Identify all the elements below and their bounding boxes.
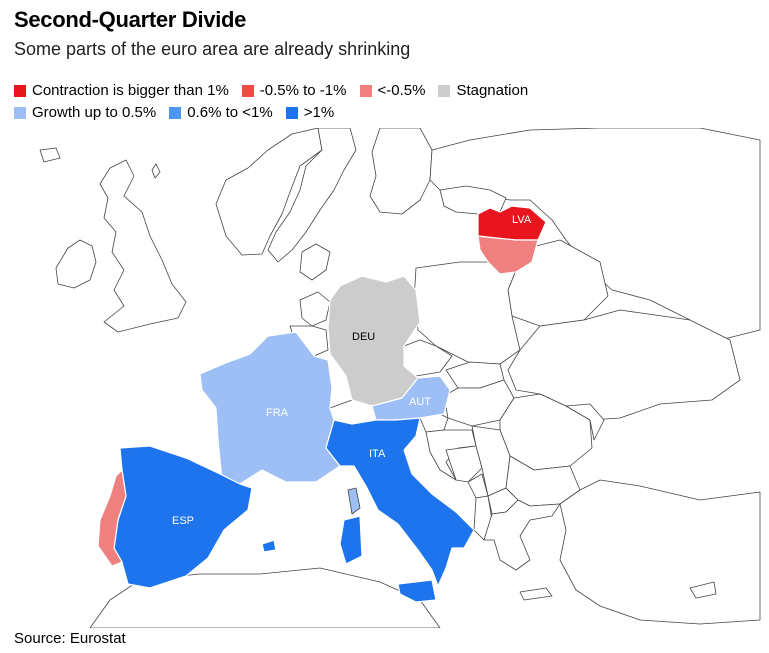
country-moldova xyxy=(565,403,605,441)
label-fra: FRA xyxy=(266,407,289,419)
legend-item-growth-0-6-to-1: 0.6% to <1% xyxy=(169,104,273,121)
legend-row-1: Contraction is bigger than 1% -0.5% to -… xyxy=(14,82,541,99)
label-aut: AUT xyxy=(409,396,431,408)
country-italy xyxy=(325,417,475,587)
island-mallorca xyxy=(261,539,277,553)
legend-swatch xyxy=(285,106,298,119)
label-lva: LVA xyxy=(512,214,532,226)
country-sweden xyxy=(267,128,357,263)
island-corsica xyxy=(347,487,361,515)
legend-item-contraction-over-1: Contraction is bigger than 1% xyxy=(14,82,229,99)
label-esp: ESP xyxy=(172,515,194,527)
legend-item-growth-over-1: >1% xyxy=(285,104,335,121)
legend-label: 0.6% to <1% xyxy=(187,104,273,121)
chart-title: Second-Quarter Divide xyxy=(14,7,247,32)
country-labels: LVA DEU FRA AUT ITA ESP xyxy=(172,214,532,527)
country-portugal xyxy=(97,469,127,567)
legend-swatch xyxy=(14,84,26,97)
legend-item-stagnation: Stagnation xyxy=(438,82,528,99)
background-countries xyxy=(39,128,761,628)
country-lithuania xyxy=(477,235,539,275)
legend-item-minus-half-to-minus-1: -0.5% to -1% xyxy=(241,82,347,99)
legend-swatch xyxy=(14,106,26,119)
legend-swatch xyxy=(169,106,182,119)
country-finland xyxy=(369,128,433,215)
legend-item-under-minus-half: <-0.5% xyxy=(359,82,426,99)
highlighted-countries xyxy=(97,205,547,603)
legend-swatch xyxy=(438,84,451,97)
legend-label: Growth up to 0.5% xyxy=(32,104,157,121)
island-sardinia xyxy=(339,515,363,565)
country-uk xyxy=(99,159,187,333)
country-norway xyxy=(215,128,323,256)
country-denmark xyxy=(299,243,331,281)
island-sicily xyxy=(397,579,437,603)
label-ita: ITA xyxy=(369,448,386,460)
country-netherlands xyxy=(299,291,331,327)
legend-swatch xyxy=(359,84,372,97)
legend-label: >1% xyxy=(303,104,335,121)
legend-label: -0.5% to -1% xyxy=(259,82,347,99)
label-deu: DEU xyxy=(352,331,375,343)
country-ireland xyxy=(55,239,97,289)
country-ukraine xyxy=(507,309,741,421)
country-turkey xyxy=(559,479,761,625)
island-crete xyxy=(519,587,553,601)
island-faroe xyxy=(39,147,61,163)
legend-label: Stagnation xyxy=(456,82,529,99)
legend-row-2: Growth up to 0.5% 0.6% to <1% >1% xyxy=(14,104,347,121)
island-shetland xyxy=(151,163,161,179)
source-note: Source: Eurostat xyxy=(14,630,126,647)
chart-subtitle: Some parts of the euro area are already … xyxy=(14,39,411,59)
island-cyprus xyxy=(689,581,717,599)
legend-label: <-0.5% xyxy=(377,82,426,99)
legend-swatch xyxy=(241,84,254,97)
legend-item-growth-up-to-half: Growth up to 0.5% xyxy=(14,104,156,121)
europe-map: LVA DEU FRA AUT ITA ESP xyxy=(39,128,761,628)
country-greece xyxy=(483,499,561,571)
country-north-africa xyxy=(89,567,441,628)
country-bosnia xyxy=(445,445,483,483)
legend-label: Contraction is bigger than 1% xyxy=(32,82,229,99)
